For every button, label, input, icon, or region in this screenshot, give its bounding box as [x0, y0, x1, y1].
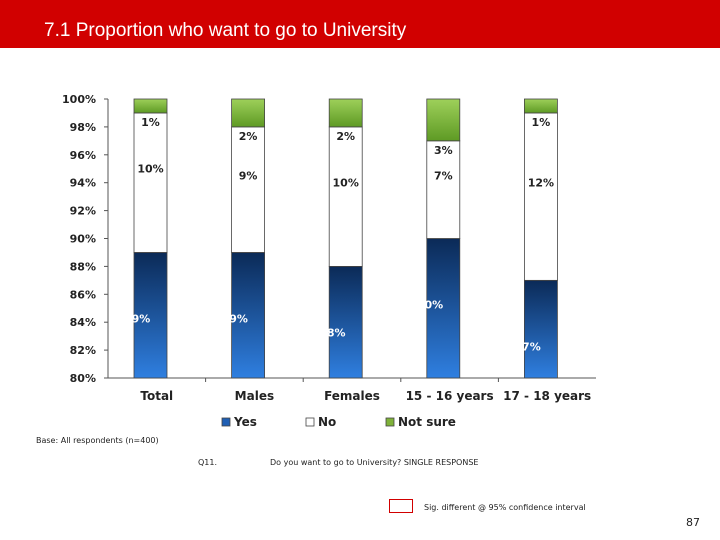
header-bar: 7.1 Proportion who want to go to Univers… — [0, 0, 720, 48]
bar-no — [231, 126, 266, 253]
data-label-not-sure: 2% — [336, 130, 355, 143]
data-label-yes: 90% — [417, 299, 443, 312]
category-label: Males — [235, 389, 274, 403]
sig-legend-label: Sig. different @ 95% confidence interval — [424, 503, 586, 512]
data-label-no: 7% — [434, 170, 453, 183]
data-label-not-sure: 1% — [532, 116, 551, 129]
y-tick-label: 98% — [70, 121, 96, 134]
bar-no — [426, 140, 461, 239]
legend-label-no: No — [318, 415, 336, 429]
y-tick-label: 100% — [62, 93, 96, 106]
data-label-not-sure: 2% — [239, 130, 258, 143]
data-label-no: 12% — [528, 177, 554, 190]
question-text: Do you want to go to University? SINGLE … — [270, 458, 479, 467]
bar-no — [524, 112, 558, 281]
y-tick-label: 96% — [70, 149, 96, 162]
bar-no — [133, 112, 168, 253]
sig-legend-swatch — [389, 499, 413, 513]
category-label: 17 - 18 years — [503, 389, 591, 403]
legend-swatch-no — [305, 417, 315, 427]
question-code: Q11. — [198, 458, 218, 467]
data-label-no: 9% — [239, 170, 258, 183]
bar-not-sure — [524, 98, 558, 114]
bar-yes — [328, 265, 363, 379]
y-tick-label: 94% — [70, 177, 96, 190]
data-label-yes: 89% — [222, 312, 248, 325]
y-tick-label: 82% — [70, 344, 96, 357]
bar-not-sure — [133, 98, 168, 114]
data-label-yes: 89% — [124, 312, 150, 325]
bar-no — [328, 126, 363, 267]
data-label-not-sure: 3% — [434, 144, 453, 157]
bar-not-sure — [426, 98, 461, 142]
data-label-yes: 88% — [319, 326, 345, 339]
data-label-not-sure: 1% — [141, 116, 160, 129]
y-tick-label: 92% — [70, 205, 96, 218]
base-note: Base: All respondents (n=400) — [36, 436, 159, 445]
bar-not-sure — [328, 98, 363, 128]
bar-yes — [426, 238, 461, 379]
y-tick-label: 84% — [70, 316, 96, 329]
data-label-yes: 87% — [514, 340, 540, 353]
category-label: Total — [140, 389, 173, 403]
y-tick-label: 80% — [70, 372, 96, 385]
legend-label-not-sure: Not sure — [398, 415, 456, 429]
bar-yes — [133, 252, 168, 379]
y-tick-label: 86% — [70, 288, 96, 301]
bar-yes — [231, 252, 266, 379]
category-label: Females — [324, 389, 380, 403]
page-number: 87 — [686, 516, 700, 529]
data-label-no: 10% — [333, 177, 359, 190]
legend-swatch-not-sure — [385, 417, 395, 427]
legend-label-yes: Yes — [233, 415, 257, 429]
legend-swatch-yes — [221, 417, 231, 427]
y-tick-label: 90% — [70, 233, 96, 246]
data-label-no: 10% — [137, 163, 163, 176]
y-tick-label: 88% — [70, 260, 96, 273]
category-label: 15 - 16 years — [406, 389, 494, 403]
page-title: 7.1 Proportion who want to go to Univers… — [44, 20, 407, 41]
bar-yes — [524, 279, 558, 379]
bar-not-sure — [231, 98, 266, 128]
